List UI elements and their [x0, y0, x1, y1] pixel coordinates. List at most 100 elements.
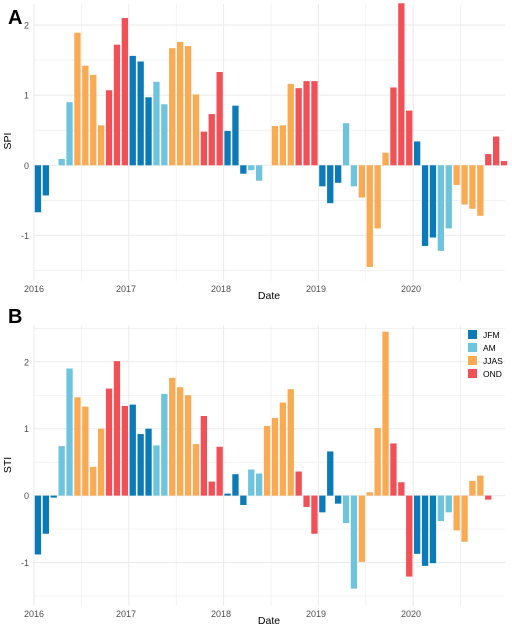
- panel-b-bar-2020-10: [485, 495, 492, 500]
- panel-b-bar-2016-08: [90, 466, 97, 496]
- panel-a-bar-2019-03: [335, 165, 342, 183]
- panel-b-bar-2020-09: [477, 475, 484, 496]
- panel-a-bar-2016-02: [42, 165, 49, 196]
- panel-b-ytick-label: -1: [21, 558, 29, 568]
- panel-b-bar-2017-07: [177, 387, 184, 496]
- panel-b-bar-2016-12: [121, 405, 128, 496]
- panel-a-bar-2018-12: [311, 81, 318, 166]
- panel-b-bar-2018-02: [232, 474, 239, 496]
- panel-b-bar-2017-12: [216, 446, 223, 496]
- panel-b-bar-2018-08: [279, 402, 286, 496]
- panel-a-bar-2017-08: [184, 46, 192, 166]
- panel-a-bar-2020-09: [477, 165, 484, 216]
- panel-b-bar-2017-01: [129, 404, 136, 496]
- panel-a-xlabel: Date: [258, 290, 280, 302]
- panel-b-ytick-label: 2: [24, 357, 29, 367]
- legend-swatch-am: [468, 343, 477, 352]
- panel-a-bar-2017-02: [137, 61, 144, 166]
- panel-a-bar-2016-07: [82, 65, 89, 166]
- panel-a-bar-2019-04: [342, 123, 350, 166]
- panel-b-bar-2019-04: [342, 495, 350, 524]
- panel-a-ylabel: SPI: [2, 133, 14, 150]
- panel-a-xtick-label: 2019: [306, 284, 326, 294]
- panel-a-xtick-label: 2017: [116, 284, 136, 294]
- panel-b-bar-2020-06: [453, 495, 460, 531]
- panel-a-bar-2018-03: [240, 165, 247, 174]
- panel-b-bar-2019-12: [406, 495, 413, 577]
- panel-a-ytick-label: 1: [24, 91, 29, 101]
- legend-label-jfm: JFM: [483, 330, 500, 340]
- panel-b-bar-2018-03: [240, 495, 247, 505]
- panel-a-bar-2020-10: [485, 154, 492, 166]
- panel-a-bar-2016-11: [113, 44, 121, 166]
- panel-b-xlabel: Date: [258, 615, 280, 627]
- panel-a-bar-2020-01: [414, 141, 421, 166]
- panel-a-bar-2018-05: [256, 165, 263, 181]
- panel-b-bar-2016-04: [58, 446, 65, 496]
- panel-b-bar-2019-01: [319, 495, 326, 513]
- panel-a-bar-2017-03: [145, 97, 152, 166]
- panel-a-bar-2016-09: [98, 125, 105, 166]
- panel-b-bar-2016-07: [82, 406, 89, 496]
- panel-b-bar-2019-02: [327, 451, 334, 496]
- panel-a-bar-2019-10: [390, 87, 397, 166]
- panel-b-bar-2020-03: [429, 495, 437, 564]
- panel-b-bar-2017-06: [169, 377, 176, 496]
- panel-b-bar-2018-12: [311, 495, 318, 534]
- panel-a-bar-2017-10: [200, 131, 207, 166]
- panel-a-bar-2020-03: [429, 165, 437, 238]
- panel-a-bar-2020-08: [469, 165, 476, 209]
- panel-b-bar-2016-06: [74, 397, 81, 496]
- panel-b-bar-2017-05: [161, 393, 168, 496]
- panel-a-bar-2019-09: [382, 152, 389, 166]
- panel-b-bar-2016-01: [34, 495, 42, 555]
- panel-a-bar-2018-02: [232, 105, 239, 166]
- panel-a-bar-2017-12: [216, 72, 223, 166]
- panel-a-ytick-label: 0: [24, 161, 29, 171]
- panel-b-bar-2018-01: [224, 493, 231, 496]
- panel-b-bar-2018-04: [248, 469, 255, 496]
- legend-label-jjas: JJAS: [483, 356, 503, 366]
- panel-a-bar-2020-05: [445, 165, 452, 229]
- panel-a-bar-2019-11: [398, 3, 405, 166]
- panel-b-bar-2016-05: [66, 368, 73, 496]
- panel-a-bar-2017-05: [161, 104, 168, 166]
- panel-a-bar-2020-04: [437, 165, 444, 251]
- panel-b-bar-2018-07: [271, 418, 279, 496]
- panel-b-bar-2019-07: [366, 492, 373, 496]
- panel-b-bar-2019-06: [358, 495, 365, 562]
- panel-b-bar-2019-09: [382, 331, 389, 496]
- legend-swatch-ond: [468, 369, 477, 378]
- panel-b: B -1 0 1 2 2016 2017 2018 2019 2020 Date STI JFM…: [2, 306, 505, 627]
- panel-a-bar-2020-07: [461, 165, 468, 205]
- panel-b-bar-2020-01: [414, 495, 421, 554]
- panel-a-bar-2019-07: [366, 165, 373, 267]
- panel-a-xtick-label: 2018: [211, 284, 231, 294]
- panel-a-plot: -1 0 1 2 2016 2017 2018 2019 2020: [21, 3, 508, 294]
- legend-label-am: AM: [483, 343, 496, 353]
- panel-a-bar-2017-04: [153, 81, 160, 166]
- legend-label-ond: OND: [483, 369, 502, 379]
- panel-a-bar-2019-06: [358, 165, 365, 198]
- panel-b-bar-2020-05: [445, 495, 452, 513]
- panel-a-bar-2018-07: [271, 126, 279, 166]
- panel-a-bar-2016-10: [105, 90, 113, 166]
- panel-a-bar-2018-08: [279, 125, 286, 166]
- panel-b-ytick-label: 1: [24, 424, 29, 434]
- panel-a-bar-2016-06: [74, 32, 81, 166]
- panel-a-xtick-label: 2020: [401, 284, 421, 294]
- panel-a-bar-2020-12: [500, 161, 508, 166]
- panel-b-bar-2016-02: [42, 495, 49, 534]
- panel-a-bar-2019-01: [319, 165, 326, 187]
- panel-b-bar-2019-10: [390, 443, 397, 496]
- panel-b-bar-2017-03: [145, 428, 152, 496]
- panel-a-bar-2017-09: [192, 94, 200, 166]
- panel-a-bar-2017-01: [129, 55, 136, 166]
- panel-a-bar-2020-06: [453, 165, 460, 185]
- panel-b-bar-2016-11: [113, 361, 121, 496]
- panel-a-bar-2018-11: [303, 81, 310, 166]
- panel-a-bar-2019-12: [406, 110, 413, 166]
- panel-b-ylabel: STI: [2, 457, 14, 473]
- panel-b-bar-2018-10: [295, 471, 302, 496]
